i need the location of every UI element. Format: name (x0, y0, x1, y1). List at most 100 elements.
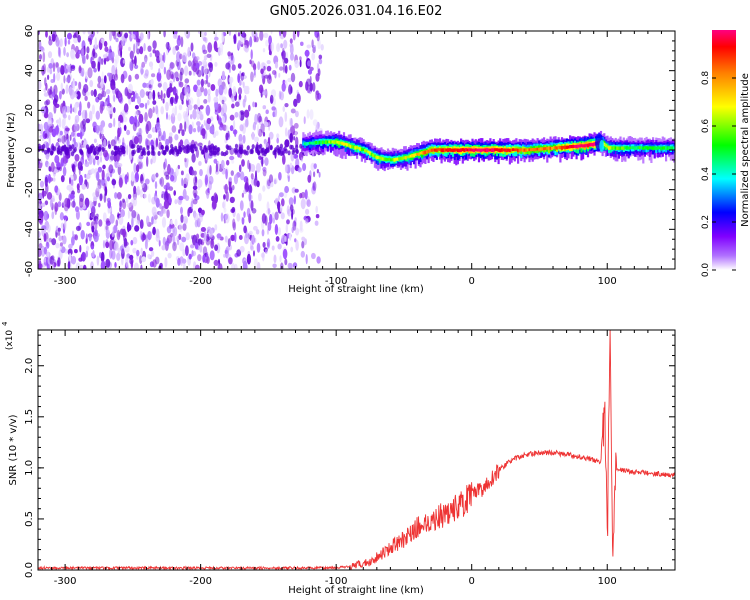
noise-speckle (182, 223, 187, 231)
ridge-cell (515, 148, 518, 152)
noise-speckle (264, 248, 268, 254)
ridge-cell (333, 140, 336, 145)
ridge-cell (538, 147, 541, 152)
noise-speckle (182, 249, 186, 257)
ridge-cell (367, 150, 370, 154)
noise-speckle (55, 36, 59, 44)
noise-speckle (251, 144, 255, 150)
noise-speckle (46, 192, 53, 200)
ridge-cell (642, 146, 645, 150)
noise-speckle (188, 104, 193, 111)
noise-speckle (124, 86, 129, 97)
noise-speckle (150, 158, 153, 165)
colorbar-ticks: 0.0 0.2 0.4 0.6 0.8 (701, 71, 736, 277)
noise-speckle (292, 262, 298, 269)
ridge-cell (445, 148, 448, 152)
noise-speckle (90, 261, 94, 269)
noise-speckle (165, 138, 170, 147)
noise-speckle (117, 164, 122, 176)
noise-speckle (130, 33, 136, 40)
noise-speckle (109, 31, 112, 42)
ridge-cell (647, 146, 650, 150)
noise-speckle (57, 46, 61, 57)
noise-speckle (43, 92, 49, 97)
noise-speckle (250, 49, 253, 60)
noise-speckle (242, 81, 245, 89)
ridge-cell (393, 158, 396, 162)
noise-speckle (38, 40, 42, 51)
noise-speckle (162, 207, 167, 214)
noise-speckle (316, 256, 321, 264)
noise-speckle (78, 65, 82, 74)
noise-speckle (262, 169, 267, 177)
noise-speckle (210, 84, 216, 91)
noise-speckle (223, 253, 227, 258)
noise-speckle (214, 109, 219, 115)
ridge-cell (634, 146, 637, 151)
noise-speckle (239, 140, 244, 145)
ridge-cell (351, 145, 354, 148)
noise-speckle (239, 40, 242, 47)
noise-speckle (243, 189, 247, 194)
noise-speckle (246, 207, 251, 218)
noise-speckle (284, 111, 288, 123)
noise-speckle (250, 148, 254, 154)
noise-speckle (267, 207, 271, 216)
colorbar-tick-label: 0.4 (701, 167, 711, 182)
snr-background (38, 330, 675, 570)
ridge-cell (619, 146, 622, 150)
ridge-cell (617, 146, 620, 151)
x-tick-label: -100 (325, 576, 348, 587)
noise-speckle (104, 46, 109, 52)
noise-speckle (93, 52, 98, 59)
noise-speckle (63, 46, 66, 56)
noise-speckle (257, 123, 259, 135)
ridge-cell (316, 141, 320, 145)
noise-speckle (129, 258, 134, 265)
noise-speckle (237, 32, 241, 37)
noise-speckle (280, 43, 283, 49)
noise-speckle (282, 62, 286, 73)
noise-speckle (239, 171, 245, 181)
noise-speckle (168, 114, 171, 121)
noise-speckle (282, 154, 286, 165)
noise-speckle (245, 150, 249, 156)
ridge-cell (650, 146, 653, 150)
noise-speckle (95, 190, 100, 200)
noise-speckle (211, 199, 217, 210)
noise-speckle (66, 52, 69, 58)
noise-speckle (167, 163, 171, 175)
noise-speckle (245, 85, 250, 92)
noise-speckle (132, 149, 136, 155)
noise-speckle (196, 79, 201, 86)
noise-speckle (135, 164, 140, 173)
noise-speckle (38, 192, 43, 201)
noise-speckle (199, 169, 203, 177)
noise-speckle (52, 177, 56, 182)
noise-speckle (157, 83, 162, 88)
noise-speckle (244, 109, 250, 118)
ridge-cell (356, 146, 359, 150)
ridge-cell (658, 146, 661, 150)
noise-speckle (152, 89, 156, 101)
noise-speckle (314, 31, 320, 38)
noise-speckle (121, 248, 125, 260)
noise-speckle (42, 51, 46, 63)
noise-speckle (287, 175, 290, 182)
noise-speckle (107, 72, 111, 77)
noise-speckle (124, 32, 129, 39)
ridge-cell (551, 146, 554, 151)
snr-frame (37, 329, 676, 571)
noise-speckle (40, 145, 44, 150)
noise-speckle (151, 206, 157, 216)
noise-speckle (260, 123, 265, 134)
ridge-cell (417, 152, 420, 156)
noise-speckle (273, 254, 277, 264)
noise-speckle (181, 129, 185, 137)
noise-speckle (51, 238, 57, 246)
noise-speckle (311, 252, 316, 260)
ridge-cell (395, 157, 398, 161)
y-tick-label: -60 (24, 261, 35, 277)
noise-speckle (168, 135, 173, 144)
noise-speckle (74, 123, 78, 133)
